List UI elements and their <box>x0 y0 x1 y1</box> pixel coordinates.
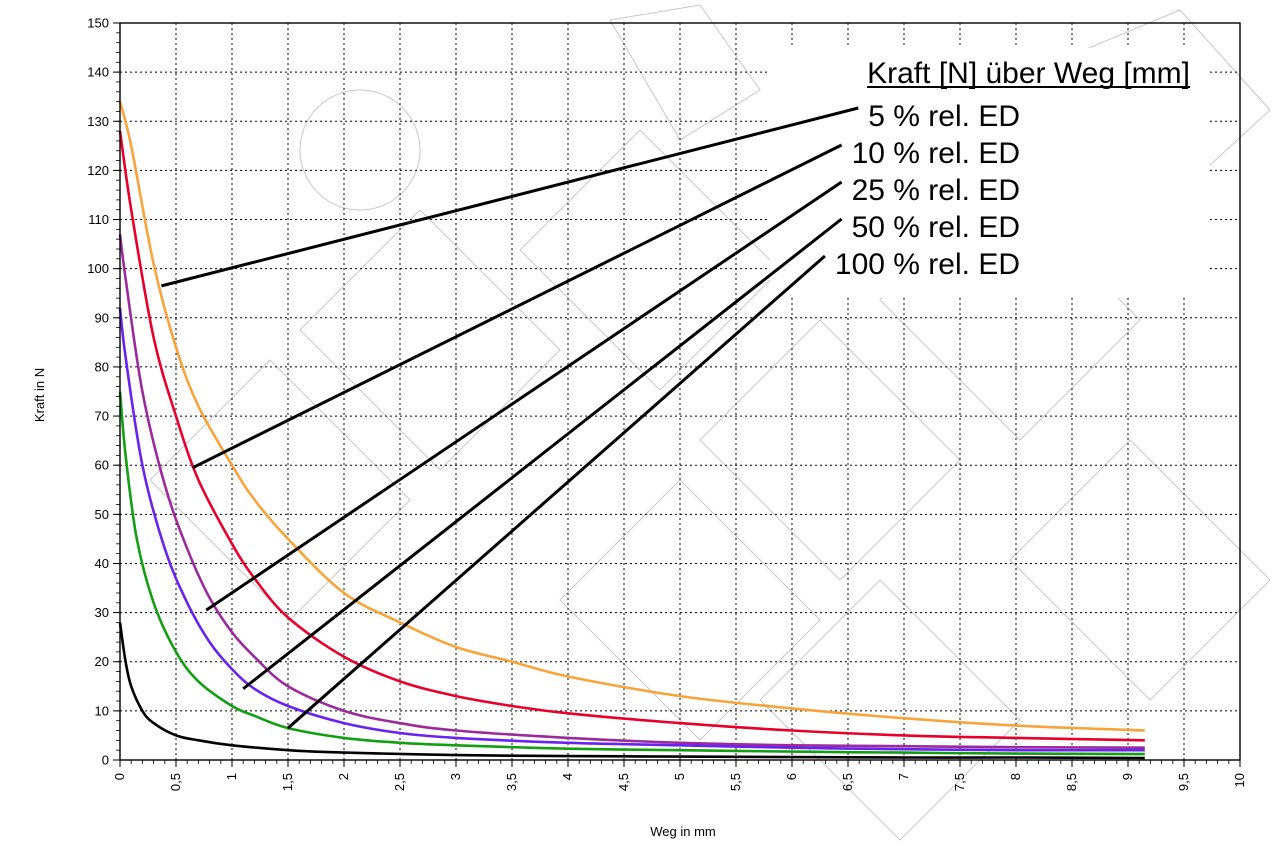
y-tick-label: 150 <box>87 16 109 31</box>
series-line-5 <box>118 391 1145 756</box>
x-tick-label: 9 <box>1120 773 1135 780</box>
x-tick-label: 2,5 <box>392 773 407 791</box>
legend-label-1: 5 % rel. ED <box>868 100 1020 133</box>
x-tick-label: 4,5 <box>616 773 631 791</box>
axis-ticks: 0 0,5 1 1,5 2 2,5 3 3,5 4 4,5 5 5,5 6 6,5 7 7,5 8 8,5 9 9,5… <box>87 16 1247 792</box>
y-tick-label: 70 <box>95 409 109 424</box>
x-tick-label: 5,5 <box>728 773 743 791</box>
x-tick-label: 4 <box>560 773 575 780</box>
legend-label-5: 100 % rel. ED <box>835 248 1020 281</box>
y-tick-label: 120 <box>87 163 109 178</box>
legend-callouts: 5 % rel. ED 10 % rel. ED 25 % rel. ED 50 % … <box>161 100 1020 730</box>
y-tick-label: 30 <box>95 605 109 620</box>
x-tick-label: 5 <box>672 773 687 780</box>
y-tick-label: 130 <box>87 114 109 129</box>
series-line-4 <box>118 307 1145 752</box>
x-tick-label: 2 <box>336 773 351 780</box>
x-tick-label: 0 <box>112 773 127 780</box>
legend-leader-line-4 <box>242 217 843 690</box>
legend-leader-line-1 <box>161 106 859 288</box>
y-axis-title: Kraft in N <box>32 368 47 422</box>
y-tick-label: 50 <box>95 507 109 522</box>
curves <box>118 101 1145 760</box>
legend-leader-line-2 <box>192 143 843 469</box>
x-tick-label: 6,5 <box>840 773 855 791</box>
series-line-2 <box>118 130 1145 742</box>
y-tick-label: 90 <box>95 310 109 325</box>
series-line-6 <box>118 622 1145 760</box>
x-tick-label: 9,5 <box>1176 773 1191 791</box>
legend-leader-line-5 <box>287 254 826 730</box>
y-tick-label: 10 <box>95 703 109 718</box>
series-line-3 <box>118 234 1145 749</box>
legend-title: Kraft [N] über Weg [mm] <box>867 57 1190 90</box>
x-tick-label: 10 <box>1232 773 1247 787</box>
series-line-1 <box>118 101 1145 732</box>
x-tick-label: 7,5 <box>952 773 967 791</box>
x-tick-label: 3,5 <box>504 773 519 791</box>
y-tick-label: 110 <box>88 212 109 227</box>
y-tick-label: 100 <box>87 261 109 276</box>
x-tick-label: 0,5 <box>168 773 183 791</box>
legend-label-3: 25 % rel. ED <box>852 174 1020 207</box>
y-tick-label: 80 <box>95 359 109 374</box>
y-tick-label: 0 <box>102 753 109 768</box>
x-tick-label: 8 <box>1008 773 1023 780</box>
x-tick-label: 3 <box>448 773 463 780</box>
legend-label-4: 50 % rel. ED <box>852 211 1020 244</box>
legend-leader-line-3 <box>205 180 843 612</box>
x-tick-label: 7 <box>896 773 911 780</box>
x-tick-label: 1,5 <box>280 773 295 791</box>
y-tick-label: 140 <box>87 65 109 80</box>
y-tick-label: 60 <box>95 458 109 473</box>
x-axis-title: Weg in mm <box>650 824 716 839</box>
x-tick-label: 6 <box>784 773 799 780</box>
legend-label-2: 10 % rel. ED <box>852 137 1020 170</box>
y-tick-label: 20 <box>95 654 109 669</box>
y-tick-label: 40 <box>95 556 109 571</box>
x-tick-label: 1 <box>224 773 239 780</box>
legend-background <box>770 48 1210 298</box>
x-tick-label: 8,5 <box>1064 773 1079 791</box>
